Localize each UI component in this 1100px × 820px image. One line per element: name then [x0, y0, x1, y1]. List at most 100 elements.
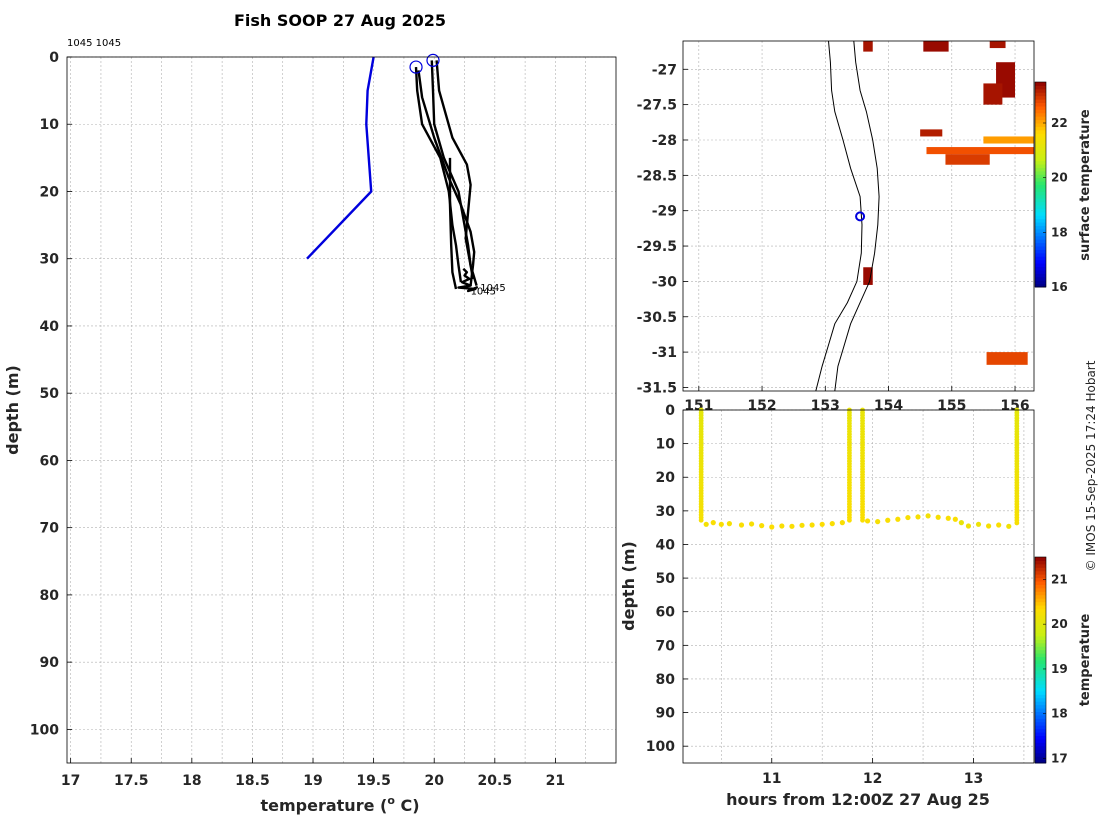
surface-colorbar-segment — [1035, 99, 1046, 103]
surface-colorbar-segment — [1035, 259, 1046, 264]
bottom-point — [738, 522, 745, 528]
temperature-colorbar-tick-label: 18 — [1051, 707, 1068, 721]
surface-colorbar-segment — [1035, 280, 1046, 285]
temperature-colorbar-segment — [1035, 591, 1046, 596]
profile-top-label: 1045 1045 — [67, 38, 121, 49]
profile-line-black — [448, 157, 458, 290]
temperature-colorbar-segment — [1035, 656, 1046, 661]
temperature-colorbar-segment — [1035, 601, 1046, 606]
sst-patch — [945, 154, 990, 165]
profile-ytick-label: 60 — [40, 453, 60, 469]
temperature-colorbar-segment — [1035, 577, 1046, 582]
surface-colorbar-segment — [1035, 143, 1046, 148]
map-ticks: 151 152 153 154 155 156-27-27.5-28-28.5-29-29… — [637, 62, 1030, 414]
surface-colorbar-frame — [1034, 81, 1047, 288]
surface-colorbar-segment — [1035, 177, 1046, 182]
bottom-point — [895, 516, 901, 522]
bottom-point — [809, 522, 815, 528]
map-ytick-label: -28 — [652, 133, 677, 149]
temperature-colorbar-segment — [1035, 625, 1046, 630]
surface-colorbar-tick-label: 18 — [1051, 225, 1068, 239]
surface-colorbar-segment — [1035, 174, 1046, 179]
temperature-colorbar-label: temperature — [1078, 614, 1093, 707]
section-ylabel: depth (m) — [619, 541, 638, 631]
temperature-colorbar-segment — [1035, 711, 1046, 716]
temperature-colorbar-segment — [1035, 574, 1046, 579]
section-axes-frame — [682, 409, 1035, 764]
surface-colorbar-segment — [1035, 266, 1046, 271]
surface-colorbar-segment — [1035, 242, 1046, 247]
profile-start-marker — [426, 53, 440, 67]
temperature-colorbar-segment — [1035, 704, 1046, 709]
bottom-point — [769, 524, 775, 530]
bottom-point — [905, 514, 911, 521]
map-axes-frame — [682, 40, 1035, 392]
bottom-point — [885, 517, 891, 523]
section-ticks: 11 12 13 0 10 20 30 40 50 60 70 80 90 100 — [646, 403, 983, 787]
map-xtick-label: 154 — [874, 398, 903, 414]
surface-colorbar-segment — [1035, 129, 1046, 134]
section-ytick-label: 90 — [656, 706, 676, 722]
profile-xtick-label: 17 — [61, 773, 80, 789]
profile-xlabel-sup: o — [387, 794, 395, 807]
surface-colorbar-segment — [1035, 246, 1046, 250]
surface-colorbar-segment — [1035, 170, 1046, 175]
bottom-point — [710, 520, 716, 526]
temperature-colorbar: 17 18 19 20 21 — [1034, 556, 1068, 766]
sst-patch — [983, 136, 1034, 144]
section-xtick-label: 11 — [762, 771, 781, 787]
surface-colorbar-segment — [1035, 85, 1046, 90]
surface-colorbar-segment — [1035, 102, 1046, 107]
temperature-colorbar-segment — [1035, 714, 1046, 719]
section-ytick-label: 40 — [656, 537, 676, 553]
surface-colorbar-segment — [1035, 92, 1046, 97]
cast-point — [847, 517, 852, 523]
surface-colorbar-segment — [1035, 184, 1046, 189]
surface-colorbar-segment — [1035, 205, 1046, 209]
map-xtick-label: 153 — [811, 398, 840, 414]
bottom-point — [839, 520, 845, 526]
profile-ytick-label: 50 — [40, 386, 60, 402]
surface-colorbar-segment — [1035, 187, 1046, 192]
surface-temperature-colorbar: 16 18 20 22 — [1034, 81, 1068, 294]
temperature-colorbar-segment — [1035, 708, 1046, 712]
profile-axes-frame — [66, 56, 617, 764]
section-ytick-label: 0 — [665, 403, 675, 419]
profile-ytick-label: 80 — [40, 588, 60, 604]
surface-colorbar-tick-label: 22 — [1051, 116, 1068, 130]
map-ytick-label: -27.5 — [637, 98, 677, 114]
bottom-point — [986, 523, 992, 529]
sst-patch — [863, 267, 873, 285]
temperature-colorbar-segment — [1035, 587, 1046, 592]
surface-colorbar-segment — [1035, 201, 1046, 206]
temperature-colorbar-segment — [1035, 570, 1046, 575]
surface-colorbar-tick-label: 16 — [1051, 280, 1068, 294]
surface-colorbar-segment — [1035, 198, 1046, 203]
surface-colorbar-segment — [1035, 167, 1046, 172]
map-ytick-label: -28.5 — [637, 168, 677, 184]
bottom-point — [996, 522, 1002, 528]
bottom-point — [952, 516, 958, 522]
temperature-colorbar-tick-label: 19 — [1051, 662, 1068, 676]
cast-point — [1014, 520, 1020, 526]
temperature-colorbar-segment — [1035, 646, 1046, 651]
temperature-colorbar-segment — [1035, 725, 1046, 730]
profile-xtick-label: 19.5 — [356, 773, 391, 789]
surface-colorbar-segment — [1035, 249, 1046, 254]
section-ytick-label: 20 — [656, 470, 676, 486]
surface-colorbar-segment — [1035, 269, 1046, 274]
temperature-colorbar-segment — [1035, 677, 1046, 682]
profile-xtick-label: 17.5 — [114, 773, 149, 789]
profile-end-label: 1045 — [480, 283, 505, 294]
surface-colorbar-segment — [1035, 252, 1046, 257]
temperature-colorbar-segment — [1035, 635, 1046, 640]
temperature-colorbar-segment — [1035, 608, 1046, 613]
profile-xtick-label: 20.5 — [478, 773, 513, 789]
profile-xtick-label: 21 — [546, 773, 565, 789]
section-xtick-label: 13 — [964, 771, 983, 787]
temperature-colorbar-segment — [1035, 563, 1046, 568]
profile-grid — [67, 56, 616, 763]
surface-colorbar-segment — [1035, 194, 1046, 199]
temperature-colorbar-segment — [1035, 598, 1046, 603]
temperature-colorbar-segment — [1035, 680, 1046, 685]
